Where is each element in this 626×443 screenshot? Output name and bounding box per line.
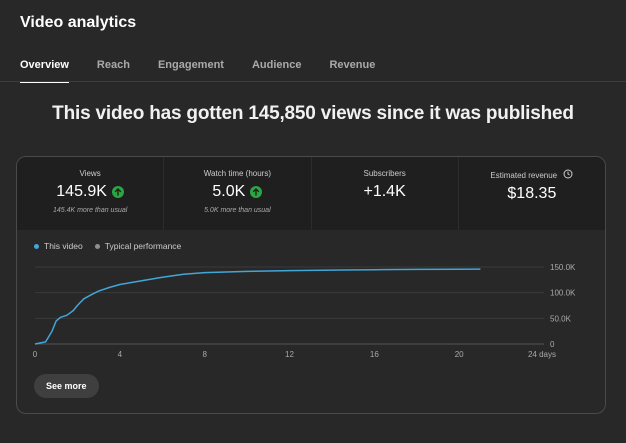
x-tick-label: 20 [455,350,464,359]
legend-label: Typical performance [104,241,182,251]
arrow-up-icon [111,186,124,198]
series-line-this-video [34,268,481,345]
metric-value-row: 145.9K [17,183,163,201]
tab-reach[interactable]: Reach [96,59,130,71]
metric-views[interactable]: Views 145.9K 145.4K more than usual [17,157,165,230]
y-tick-label: 0 [550,340,555,349]
x-tick-label: 16 [370,350,379,359]
views-chart: 0 50.0K 100.0K 150.0K 0 4 8 12 16 20 24 days [33,263,576,359]
metric-value: 5.0K [212,183,246,200]
x-tick-label: 0 [33,350,38,359]
metric-subscribers[interactable]: Subscribers +1.4K [311,157,459,230]
metric-value: +1.4K [363,183,406,200]
y-tick-label: 50.0K [550,314,572,323]
metric-value-row: $18.35 [459,185,605,203]
legend-label: This video [44,241,83,251]
metric-value: $18.35 [507,185,557,202]
chart-legend: This video Typical performance [34,241,181,251]
legend-typical: Typical performance [94,241,182,251]
y-tick-label: 100.0K [550,289,576,298]
analytics-card: Views 145.9K 145.4K more than usual Watc… [16,156,606,414]
series-dot-icon [34,243,39,249]
tab-engagement[interactable]: Engagement [157,59,224,71]
metric-comparison: 145.4K more than usual [52,207,128,214]
series-dot-icon [94,243,100,249]
metric-value: 145.9K [56,183,107,200]
views-headline: This video has gotten 145,850 views sinc… [52,103,574,124]
metric-label: Subscribers [363,169,406,178]
tab-bar: Overview Reach Engagement Audience Reven… [20,59,403,83]
y-tick-label: 150.0K [550,263,576,272]
metric-comparison: 5.0K more than usual [204,207,271,214]
page-title: Video analytics [20,14,137,31]
x-tick-label: 12 [285,350,294,359]
metrics-row: Views 145.9K 145.4K more than usual Watc… [17,157,605,230]
see-more-button[interactable]: See more [34,374,99,398]
metric-watch-time[interactable]: Watch time (hours) 5.0K 5.0K more than u… [164,157,312,230]
metric-label: Views [79,169,101,178]
x-tick-label: 24 days [528,350,556,359]
tab-divider [0,81,626,82]
metric-value-row: +1.4K [312,183,458,201]
metric-revenue[interactable]: Estimated revenue $18.35 [458,157,605,230]
tab-revenue[interactable]: Revenue [329,59,376,71]
clock-icon [563,169,573,179]
metric-label-row: Estimated revenue [459,169,605,180]
metric-label: Estimated revenue [490,171,558,180]
metric-value-row: 5.0K [164,183,310,201]
tab-audience[interactable]: Audience [251,59,302,71]
x-tick-label: 4 [118,350,123,359]
legend-this-video: This video [34,241,83,251]
tab-overview[interactable]: Overview [20,59,69,83]
x-tick-label: 8 [202,350,207,359]
metric-label: Watch time (hours) [203,169,272,178]
arrow-up-icon [250,186,263,198]
